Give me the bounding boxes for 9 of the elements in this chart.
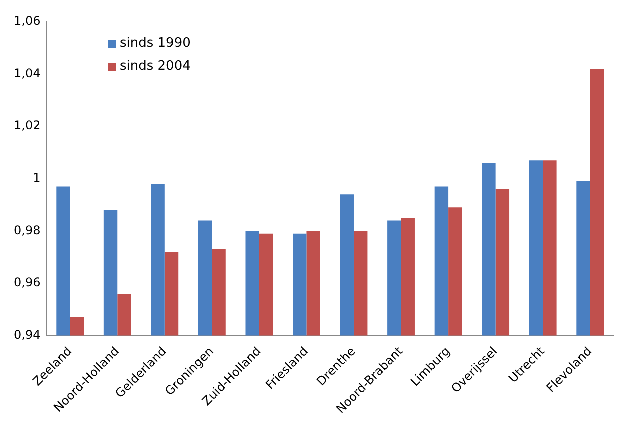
y-tick-label: 1,04	[14, 66, 41, 80]
legend-label: sinds 1990	[120, 36, 191, 51]
y-tick-label: 1,02	[14, 118, 41, 133]
y-tick-label: 0,94	[14, 328, 41, 342]
y-tick-label: 1	[33, 171, 41, 186]
legend-label: sinds 2004	[120, 59, 191, 74]
y-tick-label: 0,98	[14, 223, 41, 238]
y-tick-label: 1,06	[14, 14, 41, 28]
y-tick-label: 0,96	[14, 276, 41, 290]
